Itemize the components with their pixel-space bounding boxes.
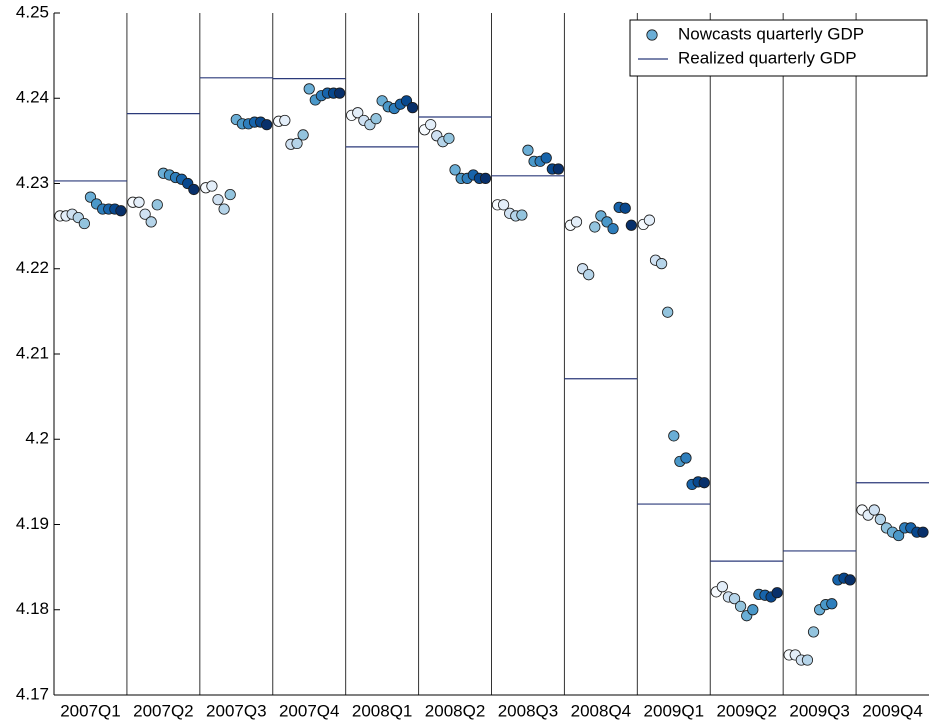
nowcast-point — [619, 202, 631, 214]
nowcast-point — [261, 119, 273, 131]
nowcast-point — [698, 477, 710, 489]
x-tick-label: 2007Q1 — [60, 701, 121, 720]
nowcast-point — [449, 164, 461, 176]
x-tick-label: 2008Q4 — [571, 701, 632, 720]
nowcast-point — [479, 172, 492, 184]
y-tick-label: 4.18 — [16, 599, 49, 618]
nowcast-point — [297, 129, 309, 141]
nowcast-point — [218, 203, 230, 215]
nowcast-point — [522, 144, 534, 156]
x-tick-label: 2009Q4 — [862, 701, 923, 720]
x-tick-label: 2007Q4 — [279, 701, 340, 720]
nowcast-point — [497, 199, 510, 211]
nowcast-point — [583, 269, 595, 281]
nowcast-point — [443, 132, 455, 144]
nowcast-point — [540, 152, 552, 164]
y-tick-label: 4.19 — [16, 514, 49, 533]
y-tick-label: 4.22 — [16, 258, 49, 277]
y-tick-label: 4.17 — [16, 684, 49, 703]
x-tick-label: 2009Q1 — [644, 701, 705, 720]
nowcast-point — [728, 593, 741, 605]
nowcast-point — [625, 219, 637, 231]
legend-label: Realized quarterly GDP — [678, 48, 857, 67]
nowcast-point — [370, 113, 382, 125]
nowcast-point — [771, 587, 783, 599]
legend-label: Nowcasts quarterly GDP — [678, 24, 864, 43]
nowcast-point — [844, 574, 856, 586]
legend-marker — [646, 29, 658, 41]
nowcast-point — [139, 208, 151, 220]
y-tick-label: 4.25 — [16, 2, 49, 21]
nowcast-point — [735, 600, 747, 612]
x-tick-label: 2009Q2 — [716, 701, 777, 720]
legend-box — [629, 19, 928, 77]
nowcast-point — [662, 306, 674, 318]
nowcast-point — [334, 87, 346, 99]
x-tick-label: 2008Q2 — [425, 701, 486, 720]
nowcast-point — [570, 216, 583, 228]
y-tick-label: 4.2 — [25, 429, 49, 448]
nowcast-point — [807, 626, 820, 638]
nowcast-point — [406, 102, 419, 114]
nowcast-point — [188, 183, 200, 196]
nowcast-point — [78, 217, 90, 230]
nowcast-point — [206, 180, 218, 192]
nowcast-point — [552, 163, 565, 175]
nowcast-point — [352, 107, 364, 119]
nowcast-point — [115, 205, 127, 217]
nowcast-point — [607, 223, 619, 235]
nowcast-point — [145, 216, 157, 228]
x-tick-label: 2007Q2 — [133, 701, 194, 720]
nowcast-point — [589, 221, 601, 233]
x-tick-label: 2008Q3 — [498, 701, 559, 720]
nowcast-point — [747, 604, 759, 616]
nowcast-point — [668, 430, 680, 442]
nowcast-point — [133, 196, 145, 208]
nowcast-point — [279, 114, 291, 127]
nowcast-point — [212, 194, 224, 206]
nowcast-point — [303, 83, 315, 95]
nowcast-point — [680, 452, 692, 464]
nowcast-point — [893, 529, 905, 542]
y-tick-label: 4.23 — [16, 173, 49, 192]
y-tick-label: 4.24 — [16, 88, 49, 107]
nowcast-point — [516, 209, 528, 221]
x-tick-label: 2007Q3 — [206, 701, 267, 720]
nowcast-point — [425, 119, 437, 131]
nowcast-point — [874, 513, 886, 525]
nowcast-point — [917, 526, 929, 538]
nowcast-point — [656, 258, 668, 270]
nowcast-point — [801, 654, 814, 666]
nowcast-point — [868, 504, 880, 516]
nowcast-point — [151, 199, 163, 211]
y-tick-label: 4.21 — [16, 343, 49, 362]
nowcast-point — [224, 188, 236, 201]
nowcast-point — [643, 214, 656, 226]
nowcast-point — [716, 581, 728, 593]
x-tick-label: 2008Q1 — [352, 701, 413, 720]
x-tick-label: 2009Q3 — [789, 701, 850, 720]
nowcast-point — [291, 137, 303, 150]
nowcast-point — [826, 598, 838, 610]
